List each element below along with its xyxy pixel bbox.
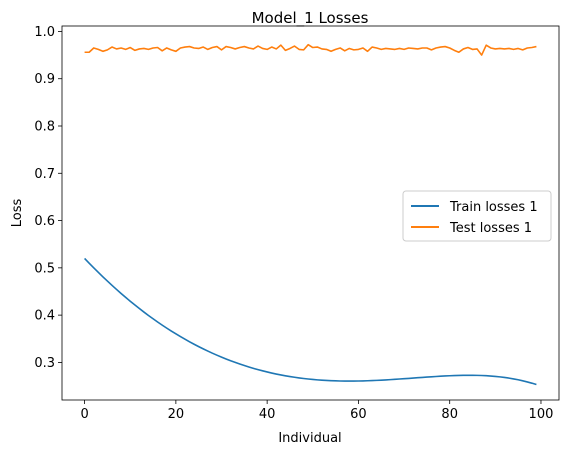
y-tick-label: 0.6 xyxy=(34,214,55,229)
y-tick-label: 0.9 xyxy=(34,72,55,87)
legend-label-test: Test losses 1 xyxy=(449,221,532,236)
series-layer xyxy=(84,43,537,386)
plot-frame xyxy=(61,25,560,401)
y-tick-label: 0.7 xyxy=(34,167,55,182)
y-tick-label: 0.4 xyxy=(34,309,55,324)
y-axis-title: Loss xyxy=(10,199,25,228)
legend-box xyxy=(402,190,552,242)
y-tick-label: 0.5 xyxy=(34,261,55,276)
x-tick-label: 60 xyxy=(350,407,367,422)
x-axis-title: Individual xyxy=(278,431,341,446)
y-tick-label: 1.0 xyxy=(34,25,55,40)
x-tick-label: 0 xyxy=(80,407,88,422)
y-tick-label: 0.8 xyxy=(34,120,55,135)
x-tick-label: 20 xyxy=(168,407,185,422)
legend-label-train: Train losses 1 xyxy=(449,200,538,215)
x-axis: 0 20 40 60 80 100 xyxy=(80,400,553,422)
series-line-train xyxy=(84,257,537,386)
x-tick-label: 100 xyxy=(529,407,554,422)
y-tick-label: 0.3 xyxy=(34,356,55,371)
y-axis: 0.3 0.4 0.5 0.6 0.7 0.8 0.9 1.0 xyxy=(34,25,62,371)
x-tick-label: 80 xyxy=(441,407,458,422)
x-tick-label: 40 xyxy=(259,407,276,422)
series-line-test xyxy=(84,43,537,56)
legend: Train losses 1 Test losses 1 xyxy=(402,190,552,242)
chart-title: Model_1 Losses xyxy=(252,9,369,28)
